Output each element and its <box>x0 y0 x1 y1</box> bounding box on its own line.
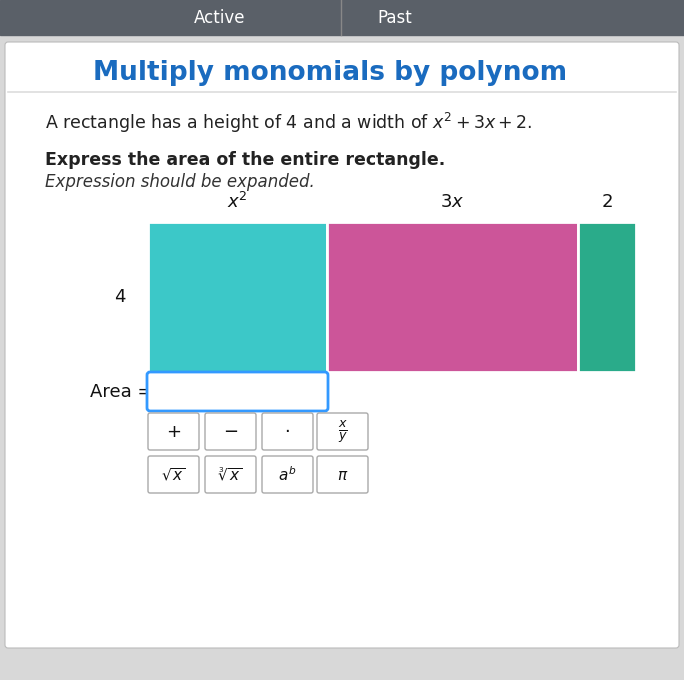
FancyBboxPatch shape <box>317 456 368 493</box>
Text: Expression should be expanded.: Expression should be expanded. <box>45 173 315 191</box>
FancyBboxPatch shape <box>205 413 256 450</box>
Text: −: − <box>223 423 238 441</box>
Text: 4: 4 <box>114 288 126 306</box>
Text: ·: · <box>285 423 291 441</box>
FancyBboxPatch shape <box>147 372 328 411</box>
Text: $\sqrt[3]{x}$: $\sqrt[3]{x}$ <box>218 466 243 483</box>
Text: Active: Active <box>194 9 246 27</box>
FancyBboxPatch shape <box>317 413 368 450</box>
Text: Area =: Area = <box>90 383 153 401</box>
Text: Past: Past <box>378 9 412 27</box>
Text: Express the area of the entire rectangle.: Express the area of the entire rectangle… <box>45 151 445 169</box>
Bar <box>148 222 327 372</box>
FancyBboxPatch shape <box>205 456 256 493</box>
Text: $\sqrt{x}$: $\sqrt{x}$ <box>161 466 186 483</box>
Text: $\frac{x}{y}$: $\frac{x}{y}$ <box>337 419 347 445</box>
Text: +: + <box>166 423 181 441</box>
Text: $\pi$: $\pi$ <box>337 468 348 483</box>
Bar <box>327 222 578 372</box>
Bar <box>578 222 636 372</box>
FancyBboxPatch shape <box>262 413 313 450</box>
Text: $a^b$: $a^b$ <box>278 466 297 484</box>
Text: $3x$: $3x$ <box>440 193 464 211</box>
FancyBboxPatch shape <box>148 456 199 493</box>
Text: A rectangle has a height of 4 and a width of $x^2 + 3x + 2$.: A rectangle has a height of 4 and a widt… <box>45 111 533 135</box>
FancyBboxPatch shape <box>148 413 199 450</box>
Text: Multiply monomials by polynom: Multiply monomials by polynom <box>93 60 567 86</box>
FancyBboxPatch shape <box>262 456 313 493</box>
Text: $2$: $2$ <box>601 193 613 211</box>
FancyBboxPatch shape <box>5 42 679 648</box>
Text: $x^2$: $x^2$ <box>227 192 248 212</box>
Bar <box>0 0 684 35</box>
